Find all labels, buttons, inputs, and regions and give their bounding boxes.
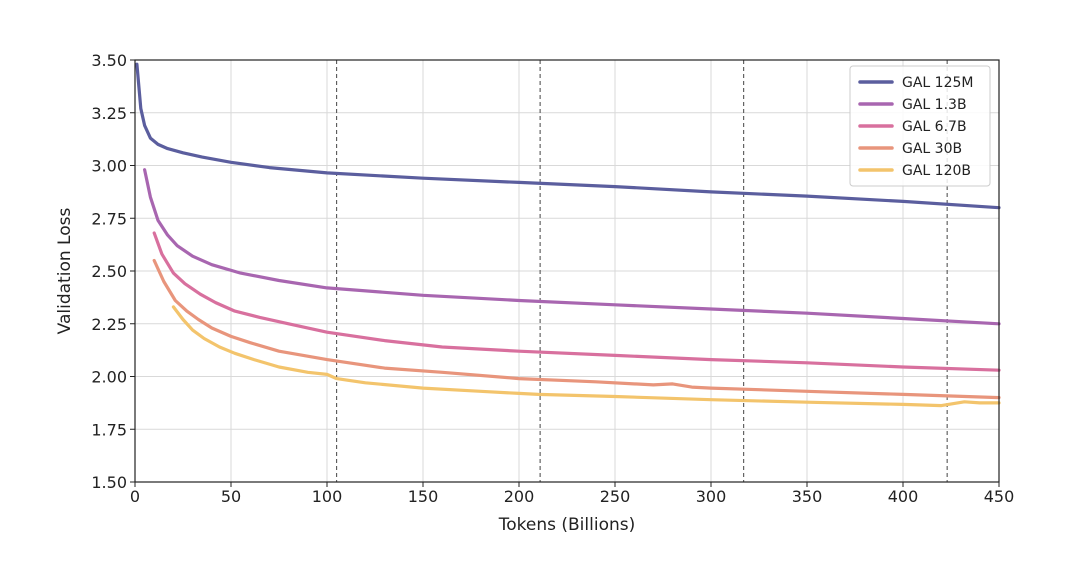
- y-tick-label: 2.00: [91, 368, 127, 387]
- x-tick-label: 250: [600, 487, 631, 506]
- legend-label: GAL 30B: [902, 141, 962, 157]
- legend-box: [849, 65, 991, 187]
- series-lines: [135, 62, 1001, 408]
- y-tick-label: 2.75: [91, 209, 127, 228]
- series-line-2: [152, 231, 1001, 372]
- x-tick-label: 100: [312, 487, 343, 506]
- y-tick-label: 3.25: [91, 104, 127, 123]
- series-line-1: [143, 168, 1001, 326]
- y-tick-label: 3.50: [91, 51, 127, 70]
- x-tick-label: 400: [888, 487, 919, 506]
- x-axis-label: Tokens (Billions): [498, 515, 635, 535]
- legend: GAL 125M GAL 1.3B GAL 6.7B GAL 30B GAL 120B: [849, 65, 991, 187]
- series-line-0: [135, 62, 1001, 210]
- y-tick-label: 2.50: [91, 262, 127, 281]
- legend-label: GAL 120B: [902, 163, 971, 179]
- x-tick-label: 50: [221, 487, 241, 506]
- y-tick-label: 2.25: [91, 315, 127, 334]
- legend-label: GAL 1.3B: [902, 97, 967, 113]
- x-tick-label: 0: [130, 487, 140, 506]
- legend-label: GAL 6.7B: [902, 119, 967, 135]
- y-tick-label: 1.75: [91, 420, 127, 439]
- x-tick-label: 150: [408, 487, 439, 506]
- x-axis-ticks: 0 50 100 150 200 250 300 350 400 450: [130, 482, 1014, 506]
- x-tick-label: 200: [504, 487, 535, 506]
- series-line-3: [152, 258, 1001, 400]
- series-line-4: [171, 305, 1001, 408]
- y-tick-label: 3.00: [91, 157, 127, 176]
- y-axis-label: Validation Loss: [55, 208, 75, 335]
- x-tick-label: 300: [696, 487, 727, 506]
- legend-label: GAL 125M: [902, 75, 973, 91]
- y-tick-label: 1.50: [91, 473, 127, 492]
- x-tick-label: 450: [984, 487, 1015, 506]
- x-tick-label: 350: [792, 487, 823, 506]
- y-axis-ticks: 1.50 1.75 2.00 2.25 2.50 2.75 3.00 3.25 3.50: [91, 51, 135, 492]
